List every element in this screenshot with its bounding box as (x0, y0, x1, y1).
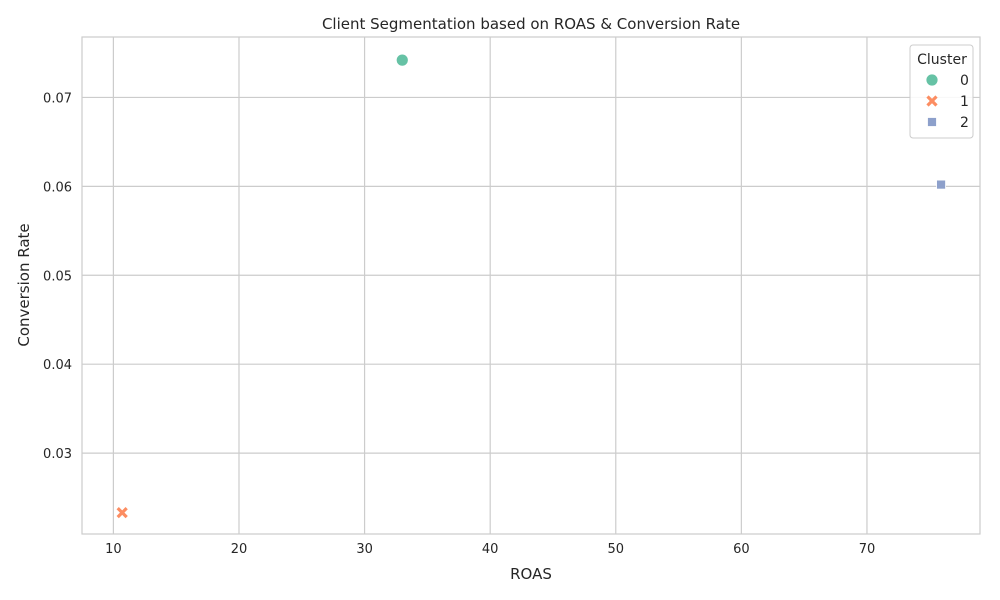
grid (82, 37, 980, 534)
y-tick-label: 0.07 (43, 91, 72, 106)
chart-title: Client Segmentation based on ROAS & Conv… (322, 15, 740, 33)
data-points (116, 53, 946, 519)
legend-marker-cluster-0 (925, 73, 939, 87)
y-axis-ticks: 0.03 0.04 0.05 0.06 0.07 (43, 91, 72, 462)
legend-marker-cluster-2 (927, 117, 937, 127)
x-axis-ticks: 10 20 30 40 50 60 70 (105, 542, 875, 557)
y-tick-label: 0.04 (43, 358, 72, 373)
x-tick-label: 60 (733, 542, 750, 557)
x-axis-label: ROAS (510, 565, 552, 583)
x-tick-label: 50 (608, 542, 625, 557)
x-tick-label: 40 (482, 542, 499, 557)
data-point-cluster-1 (116, 507, 128, 519)
legend-label-cluster-2: 2 (960, 115, 969, 131)
y-tick-label: 0.05 (43, 269, 72, 284)
y-axis-label: Conversion Rate (15, 223, 33, 346)
data-point-cluster-0 (395, 53, 409, 67)
y-tick-label: 0.06 (43, 180, 72, 195)
x-tick-label: 30 (356, 542, 373, 557)
legend-title: Cluster (917, 52, 967, 68)
legend-marker-cluster-1 (926, 95, 938, 107)
legend-label-cluster-1: 1 (960, 94, 969, 110)
x-tick-label: 70 (859, 542, 876, 557)
legend: Cluster 0 1 2 (909, 44, 974, 139)
legend-box (909, 44, 974, 139)
y-tick-label: 0.03 (43, 447, 72, 462)
data-point-cluster-2 (936, 179, 946, 190)
x-tick-label: 10 (105, 542, 122, 557)
plot-frame (81, 36, 981, 535)
legend-label-cluster-0: 0 (960, 73, 969, 89)
x-tick-label: 20 (231, 542, 248, 557)
